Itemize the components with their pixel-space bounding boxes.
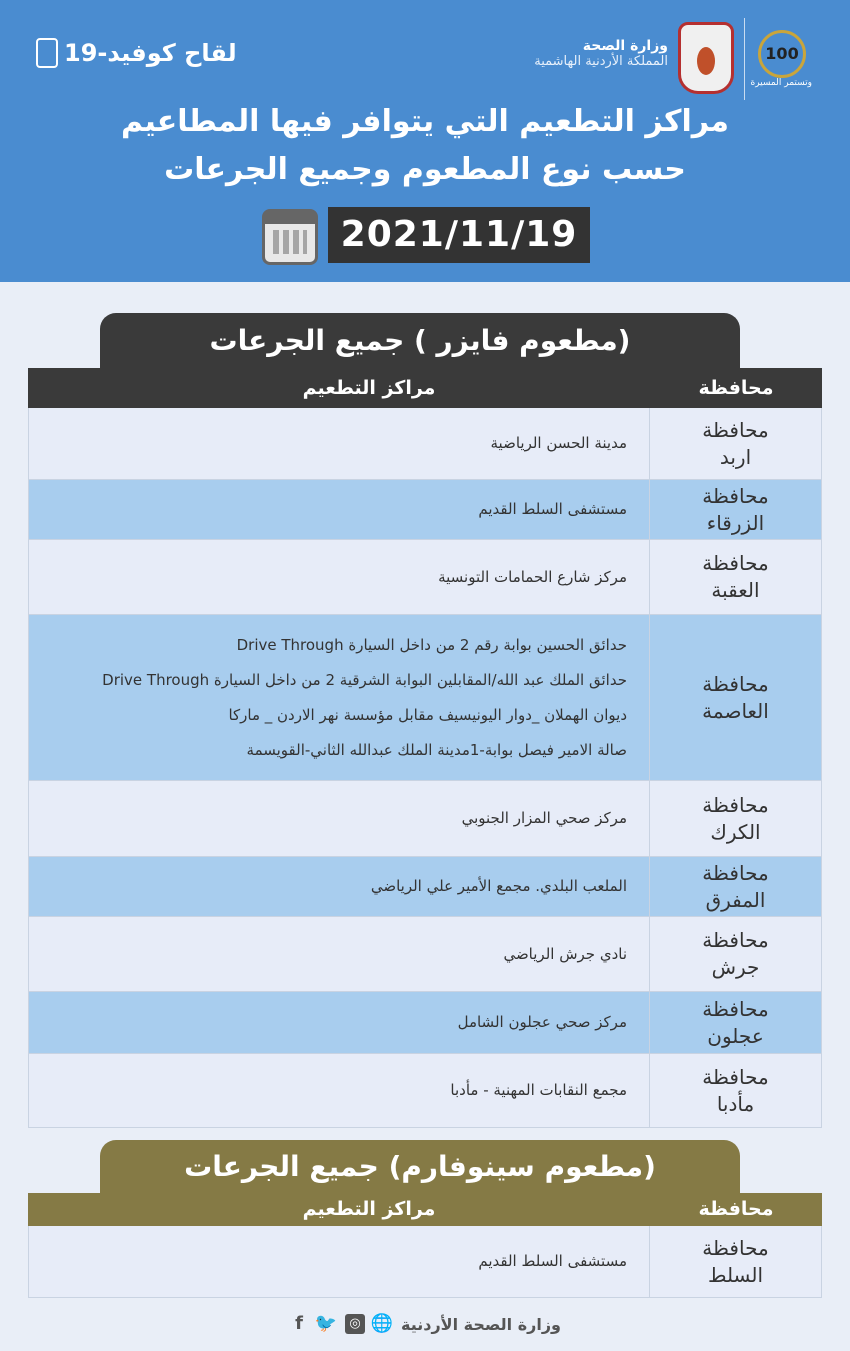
governorate-name: جرش	[711, 955, 760, 979]
governorate-cell: محافظة العاصمة	[649, 615, 821, 780]
governorate-name: الكرك	[710, 819, 761, 844]
governorate-name: اربد	[719, 444, 752, 469]
centennial-logo: 100 وتستمر المسيرة	[750, 20, 813, 100]
column-header-governorate: محافظة	[698, 377, 774, 399]
instagram-icon[interactable]: ◎	[345, 1314, 365, 1334]
vaccine-vial-icon	[36, 38, 58, 68]
governorate-prefix: محافظة	[702, 860, 769, 885]
centers-table: محافظة مراكز التطعيم محافظة اربد مدينة الحسن…	[28, 368, 822, 1128]
governorate-name: عجلون	[707, 1023, 764, 1048]
center-name: مركز صحي عجلون الشامل	[457, 1013, 627, 1031]
governorate-name: السلط	[707, 1262, 764, 1287]
governorate-name: العاصمة	[702, 698, 769, 723]
center-name: مستشفى السلط القديم	[478, 1252, 627, 1270]
table-row: محافظة الكرك مركز صحي المزار الجنوبي	[28, 781, 822, 857]
center-name: مجمع النقابات المهنية - مأدبا	[450, 1081, 627, 1099]
centers-table: محافظة مراكز التطعيم محافظة السلط مستشفى الس…	[28, 1193, 822, 1298]
facebook-icon[interactable]: f	[295, 1313, 303, 1334]
governorate-prefix: محافظة	[702, 1064, 769, 1089]
centennial-number: 100	[758, 30, 806, 78]
centers-cell: مستشفى السلط القديم	[29, 1226, 649, 1297]
table-row: محافظة العاصمة حدائق الحسين بوابة رقم 2 من…	[28, 615, 822, 781]
governorate-prefix: محافظة	[702, 551, 769, 575]
kingdom-name: المملكة الأردنية الهاشمية	[534, 54, 668, 69]
table-row: محافظة اربد مدينة الحسن الرياضية	[28, 408, 822, 480]
globe-icon[interactable]: 🌐	[370, 1313, 393, 1334]
column-header-centers: مراكز التطعيم	[302, 1198, 436, 1220]
table-row: محافظة مأدبا مجمع النقابات المهنية - مأدبا	[28, 1054, 822, 1128]
centers-cell: مركز صحي عجلون الشامل	[29, 992, 649, 1053]
centennial-tagline: وتستمر المسيرة	[750, 78, 813, 88]
footer: وزارة الصحة الأردنية 🌐 ◎ 🐦 f	[0, 1314, 850, 1334]
centers-cell: مدينة الحسن الرياضية	[29, 408, 649, 479]
header-banner: لقاح كوفيد-19 وزارة الصحة المملكة الأردن…	[0, 0, 850, 282]
center-name: صالة الامير فيصل بوابة-1مدينة الملك عبدا…	[246, 740, 627, 759]
center-name: الملعب البلدي. مجمع الأمير علي الرياضي	[370, 877, 627, 895]
table-row: محافظة عجلون مركز صحي عجلون الشامل	[28, 992, 822, 1054]
covid-vaccine-label: لقاح كوفيد-19	[36, 38, 237, 68]
ministry-label: وزارة الصحة المملكة الأردنية الهاشمية	[534, 38, 668, 69]
center-name: مستشفى السلط القديم	[478, 500, 627, 518]
governorate-cell: محافظة الزرقاء	[649, 480, 821, 539]
table-row: محافظة الزرقاء مستشفى السلط القديم	[28, 480, 822, 540]
governorate-cell: محافظة السلط	[649, 1226, 821, 1297]
center-name: حدائق الملك عبد الله/المقابلين البوابة ا…	[102, 670, 627, 689]
governorate-prefix: محافظة	[702, 928, 769, 952]
governorate-prefix: محافظة	[702, 1235, 769, 1260]
centers-cell: مستشفى السلط القديم	[29, 480, 649, 539]
governorate-name: الزرقاء	[706, 510, 765, 535]
governorate-prefix: محافظة	[702, 417, 769, 442]
governorate-cell: محافظة مأدبا	[649, 1054, 821, 1127]
date-badge: 2021/11/19	[328, 207, 590, 263]
governorate-prefix: محافظة	[702, 483, 769, 508]
centers-cell: الملعب البلدي. مجمع الأمير علي الرياضي	[29, 857, 649, 916]
centers-cell: حدائق الحسين بوابة رقم 2 من داخل السيارة…	[29, 615, 649, 780]
governorate-prefix: محافظة	[702, 996, 769, 1021]
governorate-prefix: محافظة	[702, 671, 769, 696]
footer-text: وزارة الصحة الأردنية	[401, 1314, 561, 1334]
centers-cell: مركز شارع الحمامات التونسية	[29, 540, 649, 614]
twitter-icon[interactable]: 🐦	[314, 1313, 337, 1334]
governorate-cell: محافظة جرش	[649, 917, 821, 991]
section-title: (مطعوم فايزر ) جميع الجرعات	[100, 313, 740, 368]
calendar-icon	[262, 209, 318, 265]
centers-cell: مجمع النقابات المهنية - مأدبا	[29, 1054, 649, 1127]
page-title-line2: حسب نوع المطعوم وجميع الجرعات	[164, 152, 686, 187]
governorate-name: مأدبا	[716, 1091, 755, 1116]
table-row: محافظة العقبة مركز شارع الحمامات التونسية	[28, 540, 822, 615]
table-header: محافظة مراكز التطعيم	[28, 368, 822, 408]
centers-cell: نادي جرش الرياضي	[29, 917, 649, 991]
center-name: مركز صحي المزار الجنوبي	[461, 809, 627, 827]
table-row: محافظة جرش نادي جرش الرياضي	[28, 917, 822, 992]
governorate-name: المفرق	[705, 887, 766, 912]
table-row: محافظة المفرق الملعب البلدي. مجمع الأمير ع…	[28, 857, 822, 917]
governorate-cell: محافظة المفرق	[649, 857, 821, 916]
page-title-line1: مراكز التطعيم التي يتوافر فيها المطاعيم	[121, 104, 729, 139]
center-name: ديوان الهملان _دوار اليونيسيف مقابل مؤسس…	[228, 705, 627, 724]
divider	[744, 18, 745, 100]
ministry-name: وزارة الصحة	[582, 38, 668, 54]
governorate-name: العقبة	[711, 578, 760, 602]
governorate-prefix: محافظة	[702, 792, 769, 817]
column-header-centers: مراكز التطعيم	[302, 377, 436, 399]
jordan-coat-of-arms-icon	[678, 22, 734, 94]
column-header-governorate: محافظة	[698, 1198, 774, 1220]
governorate-cell: محافظة اربد	[649, 408, 821, 479]
center-name: مركز شارع الحمامات التونسية	[438, 567, 627, 586]
center-name: مدينة الحسن الرياضية	[490, 434, 627, 452]
covid-label-text: لقاح كوفيد-19	[64, 39, 237, 67]
center-name: حدائق الحسين بوابة رقم 2 من داخل السيارة…	[236, 635, 627, 654]
table-row: محافظة السلط مستشفى السلط القديم	[28, 1226, 822, 1298]
governorate-cell: محافظة عجلون	[649, 992, 821, 1053]
centers-cell: مركز صحي المزار الجنوبي	[29, 781, 649, 856]
governorate-cell: محافظة العقبة	[649, 540, 821, 614]
center-name: نادي جرش الرياضي	[503, 944, 627, 963]
table-header: محافظة مراكز التطعيم	[28, 1193, 822, 1226]
section-title: (مطعوم سينوفارم) جميع الجرعات	[100, 1140, 740, 1193]
governorate-cell: محافظة الكرك	[649, 781, 821, 856]
